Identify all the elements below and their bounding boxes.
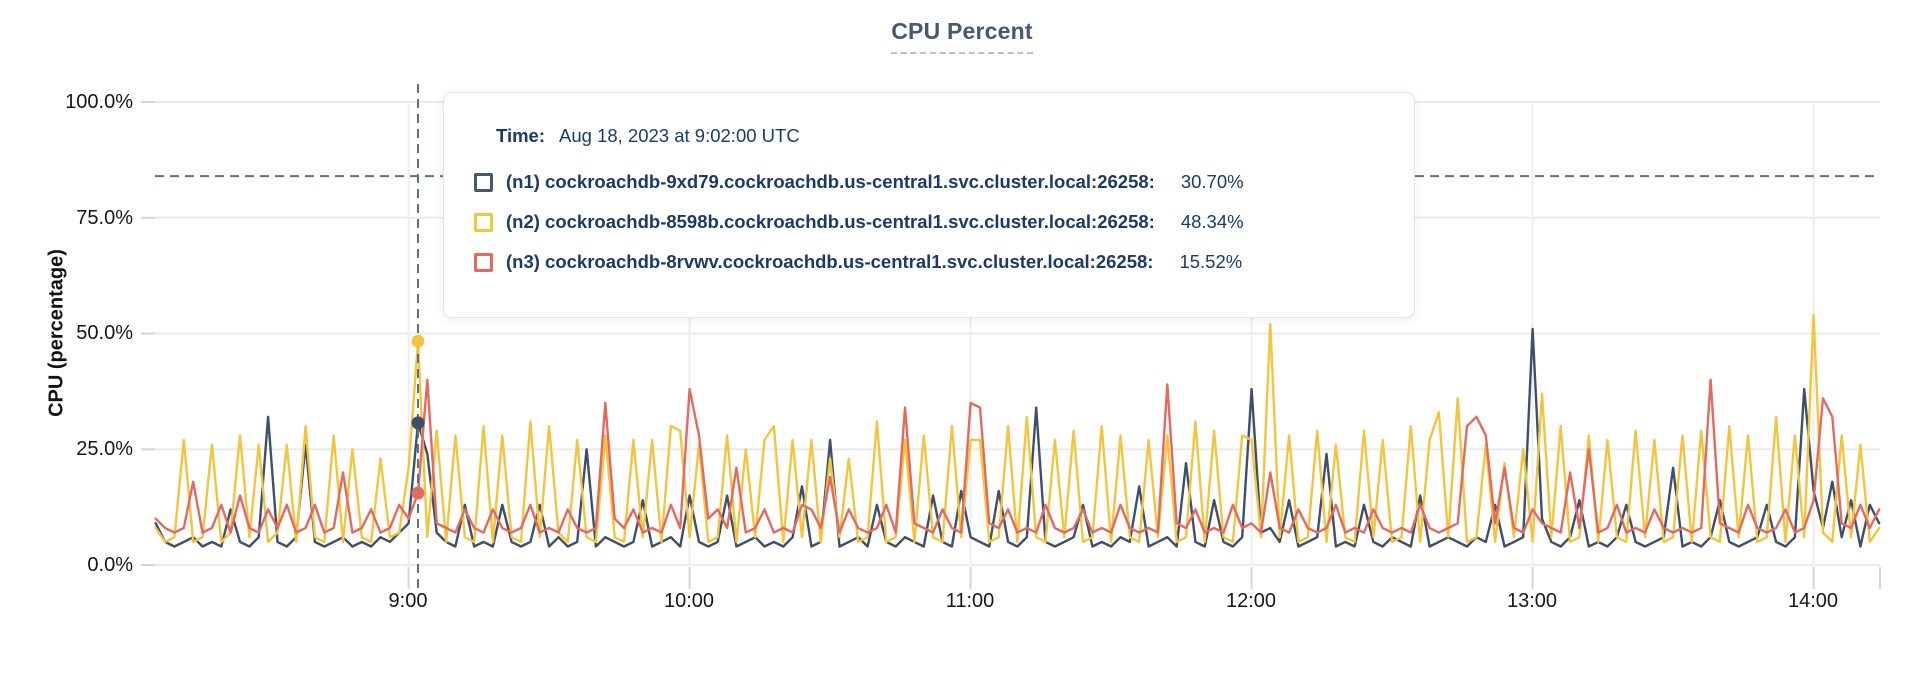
tooltip-time-row: Time: Aug 18, 2023 at 9:02:00 UTC bbox=[496, 123, 800, 149]
series-n2-value: 48.34% bbox=[1180, 211, 1244, 232]
x-tick-14: 14:00 bbox=[1787, 590, 1839, 612]
tooltip-time-value: Aug 18, 2023 at 9:02:00 UTC bbox=[559, 125, 800, 146]
series-n1-swatch-icon bbox=[474, 172, 493, 192]
y-tick-75: 75.0% bbox=[76, 207, 133, 229]
hover-tooltip: Time: Aug 18, 2023 at 9:02:00 UTC (n1) c… bbox=[443, 92, 1415, 318]
series-n3-value: 15.52% bbox=[1179, 251, 1243, 272]
tooltip-time-label: Time: bbox=[496, 125, 546, 146]
series-n3-swatch-icon bbox=[474, 252, 493, 272]
y-tick-50: 50.0% bbox=[76, 322, 133, 344]
x-tick-10: 10:00 bbox=[663, 590, 715, 612]
series-n1-label: (n1) cockroachdb-9xd79.cockroachdb.us-ce… bbox=[506, 171, 1155, 192]
series-n1-value: 30.70% bbox=[1180, 171, 1244, 192]
tooltip-series-row-n3: (n3) cockroachdb-8rvwv.cockroachdb.us-ce… bbox=[474, 249, 1242, 275]
series-n3-label: (n3) cockroachdb-8rvwv.cockroachdb.us-ce… bbox=[506, 251, 1154, 272]
y-tick-0: 0.0% bbox=[87, 554, 133, 576]
y-tick-100: 100.0% bbox=[65, 91, 133, 113]
tooltip-series-row-n1: (n1) cockroachdb-9xd79.cockroachdb.us-ce… bbox=[474, 169, 1244, 195]
chart-title-wrap: CPU Percent bbox=[0, 18, 1924, 54]
tooltip-series-row-n2: (n2) cockroachdb-8598b.cockroachdb.us-ce… bbox=[474, 209, 1244, 235]
x-tick-11: 11:00 bbox=[945, 590, 995, 612]
x-tick-9: 9:00 bbox=[388, 590, 428, 612]
y-tick-25: 25.0% bbox=[76, 438, 133, 460]
series-n2-swatch-icon bbox=[474, 212, 493, 232]
chart-title[interactable]: CPU Percent bbox=[891, 18, 1033, 54]
x-tick-12: 12:00 bbox=[1225, 590, 1277, 612]
x-tick-13: 13:00 bbox=[1506, 590, 1558, 612]
series-n2-label: (n2) cockroachdb-8598b.cockroachdb.us-ce… bbox=[506, 211, 1155, 232]
